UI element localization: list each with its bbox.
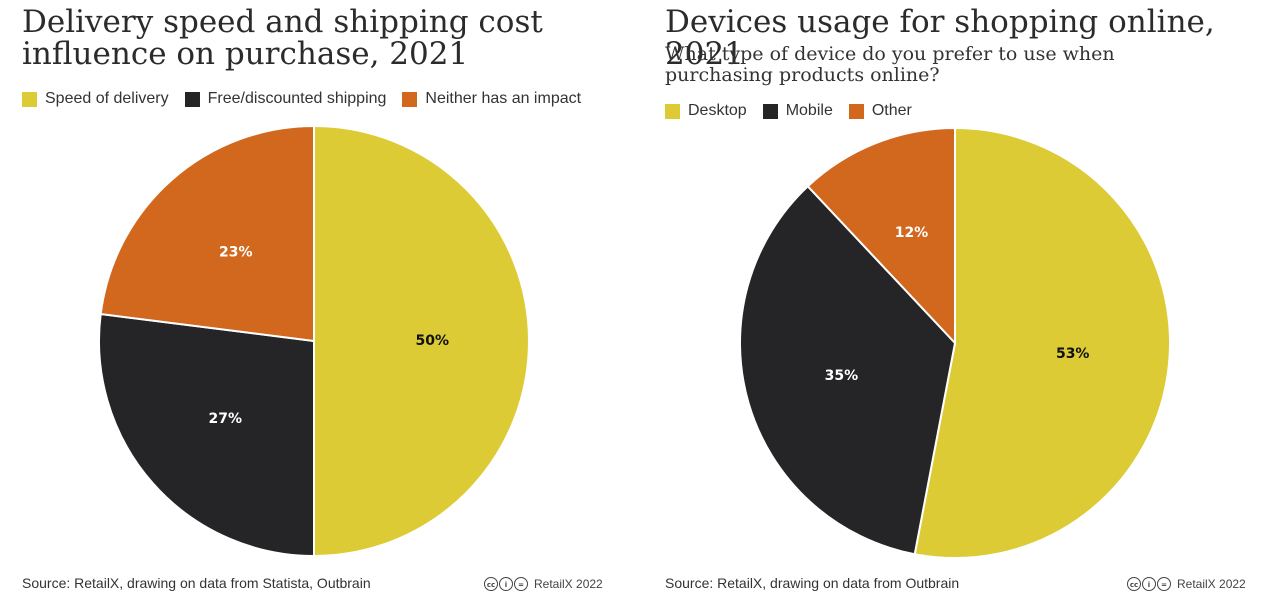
chart-panel-devices: Devices usage for shopping online, 2021 … [643, 0, 1262, 606]
legend-swatch [402, 91, 418, 107]
brand-text: RetailX 2022 [534, 577, 603, 591]
slice-value-label: 23% [219, 244, 253, 260]
by-icon: i [499, 577, 513, 591]
legend-swatch [848, 103, 864, 119]
slice-value-label: 53% [1056, 346, 1090, 362]
legend-label: Other [871, 102, 912, 119]
cc-icon: cc [484, 577, 498, 591]
legend-label: Speed of delivery [45, 90, 169, 107]
legend-label: Mobile [785, 102, 833, 119]
source-note: Source: RetailX, drawing on data from Ou… [665, 575, 960, 591]
chart-title: Devices usage for shopping online, 2021 [665, 4, 1215, 72]
legend-item-other: Other [848, 102, 912, 120]
legend-item-free-shipping: Free/discounted shipping [184, 90, 387, 108]
legend-label: Free/discounted shipping [207, 90, 387, 107]
chart-panel-delivery: Delivery speed and shipping cost influen… [22, 4, 603, 591]
footer-brand: cc i = RetailX 2022 [1127, 577, 1246, 591]
pie-slice-mobile [739, 184, 957, 556]
legend-swatch [665, 103, 680, 119]
pie-chart-devices: 53% 35% 12% [739, 126, 1171, 559]
pie-slice-speed-of-delivery [313, 124, 530, 558]
chart-subtitle: What type of device do you prefer to use… [665, 43, 1115, 86]
slice-value-label: 35% [825, 368, 859, 384]
chart-legend: Desktop Mobile Other [665, 102, 928, 120]
cc-icon: cc [1127, 577, 1141, 591]
legend-swatch [184, 91, 200, 107]
pie-slice-other [806, 126, 956, 346]
equals-icon: = [514, 577, 528, 591]
legend-item-mobile: Mobile [762, 102, 833, 120]
brand-text: RetailX 2022 [1177, 577, 1246, 591]
legend-item-desktop: Desktop [665, 102, 747, 120]
by-icon: i [1142, 577, 1156, 591]
pie-slice-neither-has-an-impact [99, 124, 315, 343]
footer-brand: cc i = RetailX 2022 [484, 577, 603, 591]
legend-item-neither: Neither has an impact [402, 90, 581, 108]
equals-icon: = [1157, 577, 1171, 591]
legend-label: Neither has an impact [425, 90, 582, 107]
legend-swatch [762, 103, 778, 119]
slice-value-label: 50% [415, 333, 449, 349]
legend-label: Desktop [688, 102, 747, 119]
pie-chart-delivery: 50% 27% 23% [98, 124, 530, 558]
slice-value-label: 27% [209, 411, 243, 427]
pie-slice-free-discounted-shipping [98, 312, 315, 558]
slice-value-label: 12% [895, 225, 929, 241]
legend-swatch [22, 91, 37, 107]
chart-legend: Speed of delivery Free/discounted shippi… [22, 90, 597, 108]
pie-slice-desktop [913, 126, 1171, 559]
source-note: Source: RetailX, drawing on data from St… [22, 575, 371, 591]
chart-title: Delivery speed and shipping cost influen… [22, 4, 543, 72]
legend-item-speed-of-delivery: Speed of delivery [22, 90, 169, 108]
